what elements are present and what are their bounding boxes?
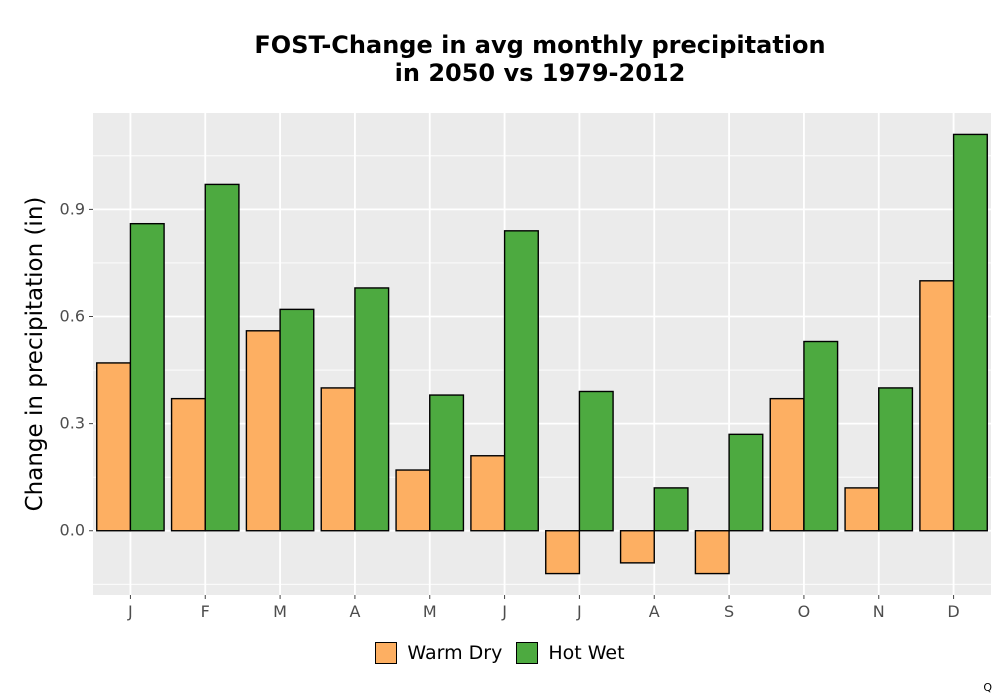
bar-warm-dry [694,530,730,575]
legend: Warm Dry Hot Wet [0,642,1000,664]
bar-warm-dry [619,530,655,564]
bar-hot-wet [878,387,914,532]
x-tick-label: M [423,602,437,621]
bar-hot-wet [803,340,839,532]
legend-item-warm-dry: Warm Dry [375,642,502,664]
bar-hot-wet [503,230,539,532]
bar-warm-dry [320,387,356,532]
x-tick-label: J [501,602,507,621]
legend-label-warm-dry: Warm Dry [407,642,503,664]
chart-title-line-1: FOST-Change in avg monthly precipitation [254,31,826,59]
bar-warm-dry [395,469,431,532]
bar-warm-dry [545,530,581,575]
bar-warm-dry [96,362,132,532]
corner-mark: Q [983,681,992,694]
y-tick-label: 0.0 [60,521,85,540]
bar-hot-wet [204,183,240,532]
y-tick-label: 0.3 [60,414,85,433]
x-tick-label: J [127,602,133,621]
bar-hot-wet [129,222,165,532]
x-tick-label: M [273,602,287,621]
plot-panel [93,113,991,595]
y-axis-label: Change in precipitation (in) [22,197,48,512]
bar-warm-dry [170,397,206,532]
x-tick-label: A [649,602,660,621]
bar-hot-wet [578,390,614,532]
x-tick-label: F [201,602,210,621]
y-tick-label: 0.6 [60,307,85,326]
x-tick-label: O [798,602,811,621]
bar-hot-wet [653,487,689,532]
bar-hot-wet [354,287,390,532]
x-tick-label: S [724,602,734,621]
bar-hot-wet [429,394,465,532]
legend-swatch-hot-wet [516,642,539,664]
bar-warm-dry [470,455,506,532]
x-tick-label: A [349,602,360,621]
bar-hot-wet [728,433,764,532]
legend-swatch-warm-dry [375,642,398,664]
legend-label-hot-wet: Hot Wet [548,642,625,664]
bar-hot-wet [952,133,988,532]
y-tick-label: 0.9 [60,199,85,218]
legend-item-hot-wet: Hot Wet [516,642,625,664]
x-tick-label: D [947,602,959,621]
x-tick-label: J [576,602,582,621]
chart-title-line-2: in 2050 vs 1979-2012 [394,59,686,87]
bar-warm-dry [844,487,880,532]
bar-warm-dry [245,330,281,532]
bar-warm-dry [769,397,805,532]
bar-hot-wet [279,308,315,532]
bar-warm-dry [919,280,955,532]
x-tick-label: N [873,602,885,621]
